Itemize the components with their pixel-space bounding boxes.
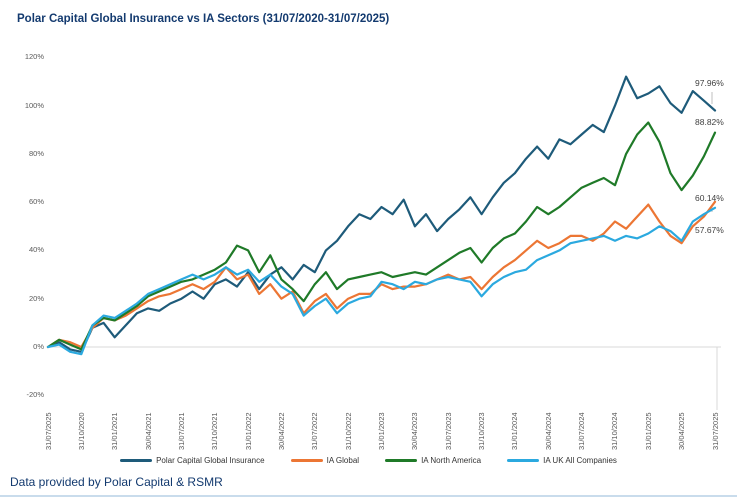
y-tick-label: 40%: [28, 245, 44, 255]
x-tick-label: 31/01/2021: [110, 412, 120, 450]
x-tick-label: 31/10/2023: [477, 412, 487, 450]
x-tick-label: 31/07/2023: [443, 412, 453, 450]
legend-item: Polar Capital Global Insurance: [120, 456, 265, 465]
page-title: Polar Capital Global Insurance vs IA Sec…: [17, 13, 390, 25]
x-tick-label: 31/07/2025: [710, 412, 720, 450]
x-tick-label: 31/10/2021: [210, 412, 220, 450]
y-tick-label: 0%: [33, 342, 44, 351]
x-tick-label: 31/01/2022: [243, 412, 253, 450]
series-line-ia-global: [46, 200, 717, 349]
legend-label: IA UK All Companies: [543, 456, 617, 465]
legend-line-swatch: [385, 458, 418, 463]
legend-item: IA UK All Companies: [507, 456, 617, 465]
x-tick-label: 31/10/2024: [610, 412, 620, 450]
y-tick-label: 20%: [28, 293, 44, 303]
series-line-ia-north-america: [46, 121, 717, 351]
series-line-polar-capital-global-insurance: [46, 75, 717, 353]
x-tick-label: 31/07/2021: [176, 412, 186, 450]
end-value-label: 57.67%: [695, 225, 724, 235]
x-tick-label: 31/10/2022: [343, 412, 353, 450]
footer-credit: Data provided by Polar Capital & RSMR: [10, 475, 223, 489]
x-tick-label: 31/07/2025: [43, 412, 53, 450]
x-tick-label: 30/04/2023: [410, 412, 420, 450]
y-tick-label: 100%: [24, 100, 44, 110]
x-tick-label: 31/01/2023: [377, 412, 386, 450]
legend-line-swatch: [120, 458, 153, 463]
legend-line-swatch: [290, 458, 323, 463]
legend-label: IA Global: [326, 456, 360, 465]
x-tick-label: 31/01/2024: [510, 412, 520, 450]
y-tick-label: 80%: [28, 148, 44, 158]
x-tick-label: 30/04/2025: [677, 412, 687, 450]
end-value-label: 88.82%: [695, 117, 724, 127]
end-value-label: 60.14%: [695, 193, 724, 203]
x-tick-label: 30/04/2024: [543, 412, 553, 450]
x-tick-label: 30/04/2022: [276, 412, 286, 450]
legend-label: Polar Capital Global Insurance: [156, 456, 265, 465]
x-tick-label: 30/04/2021: [143, 412, 153, 450]
x-tick-label: 31/10/2020: [76, 412, 86, 450]
legend-item: IA North America: [385, 456, 481, 465]
legend-label: IA North America: [421, 456, 482, 465]
x-tick-label: 31/07/2024: [577, 412, 587, 450]
y-tick-label: 60%: [28, 197, 44, 207]
y-tick-label: -20%: [26, 390, 44, 400]
x-tick-label: 31/01/2025: [643, 412, 653, 450]
y-tick-label: 120%: [24, 52, 44, 62]
legend-item: IA Global: [290, 456, 360, 465]
legend: Polar Capital Global Insurance IA Global I…: [0, 456, 737, 465]
series-line-ia-uk-all-companies: [46, 206, 717, 356]
end-value-label: 97.96%: [695, 78, 724, 88]
x-tick-label: 31/07/2022: [310, 412, 320, 450]
legend-line-swatch: [507, 458, 540, 463]
